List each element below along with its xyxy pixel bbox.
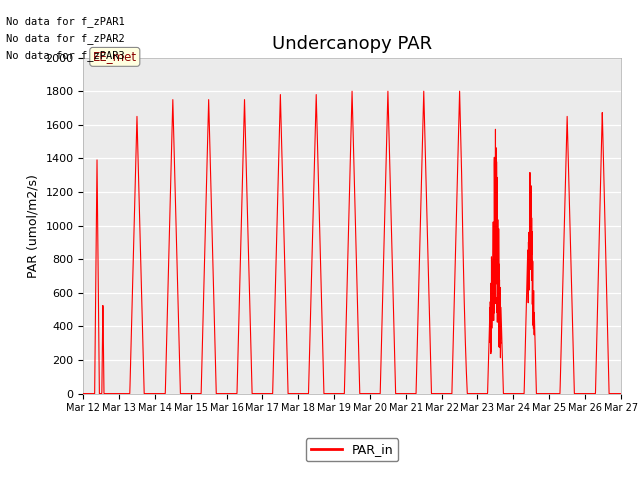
Text: No data for f_zPAR3: No data for f_zPAR3 [6,49,125,60]
Title: Undercanopy PAR: Undercanopy PAR [272,35,432,53]
Text: No data for f_zPAR1: No data for f_zPAR1 [6,16,125,27]
Legend: PAR_in: PAR_in [305,438,399,461]
Text: No data for f_zPAR2: No data for f_zPAR2 [6,33,125,44]
Y-axis label: PAR (umol/m2/s): PAR (umol/m2/s) [27,174,40,277]
Text: EE_met: EE_met [93,50,137,63]
